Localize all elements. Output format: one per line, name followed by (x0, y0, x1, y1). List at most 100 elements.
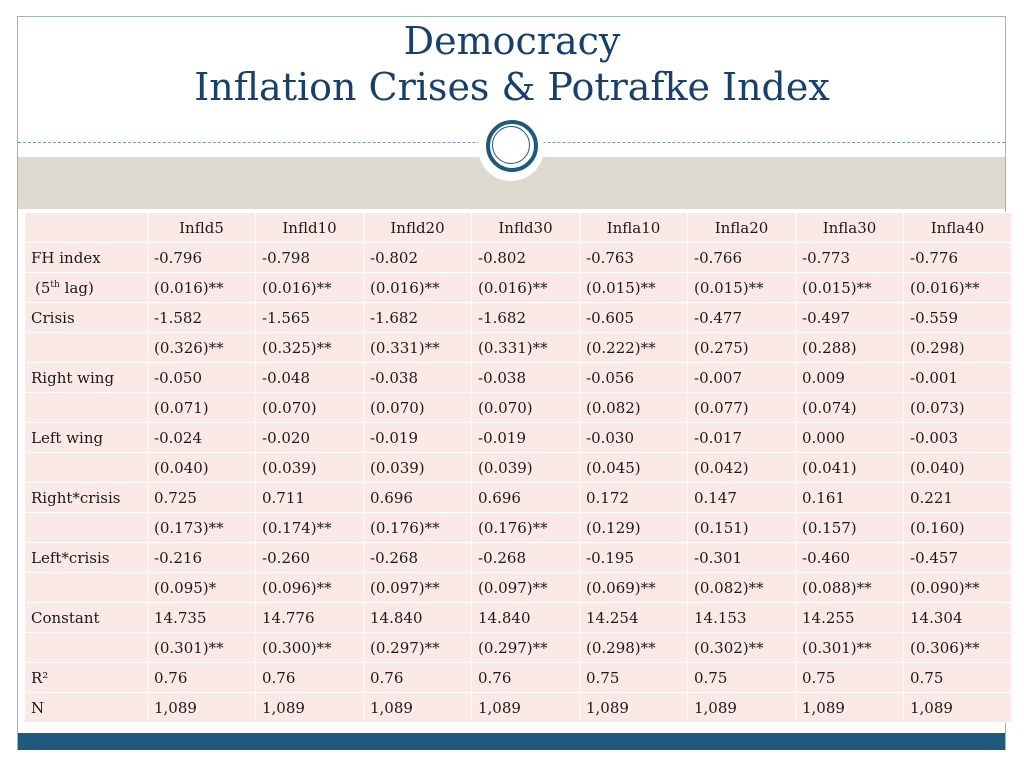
row-label: N (24, 692, 148, 723)
table-cell: -1.565 (255, 302, 364, 333)
bottom-bar (18, 733, 1005, 750)
row-label (24, 632, 148, 663)
table-cell: (0.129) (579, 512, 688, 543)
table-cell: (0.288) (795, 332, 904, 363)
table-cell: 0.000 (795, 422, 904, 453)
table-cell: (0.039) (363, 452, 472, 483)
table-cell: -1.682 (363, 302, 472, 333)
table-cell: -0.019 (471, 422, 580, 453)
row-label: FH index (24, 242, 148, 273)
table-cell: (0.174)** (255, 512, 364, 543)
table-cell: 0.75 (903, 662, 1012, 693)
row-label: Left*crisis (24, 542, 148, 573)
table-cell: (0.095)* (147, 572, 256, 603)
table-cell: -0.001 (903, 362, 1012, 393)
table-cell: (0.041) (795, 452, 904, 483)
table-cell: (0.040) (903, 452, 1012, 483)
table-cell: (0.300)** (255, 632, 364, 663)
table-cell: 0.76 (363, 662, 472, 693)
column-header: Infla30 (795, 212, 904, 243)
column-header: Infld20 (363, 212, 472, 243)
table-row: Right*crisis 0.725 0.711 0.696 0.696 0.172 0.1… (24, 482, 1012, 513)
table-cell: 1,089 (687, 692, 796, 723)
table-cell: 0.147 (687, 482, 796, 513)
table-cell: -0.268 (363, 542, 472, 573)
table-row: N 1,089 1,089 1,089 1,089 1,089 1,089 1,089 1,08… (24, 692, 1012, 723)
table-cell: 14.254 (579, 602, 688, 633)
table-row: (0.301)** (0.300)** (0.297)** (0.297)** (0.2… (24, 632, 1012, 663)
table-cell: -0.802 (363, 242, 472, 273)
table-cell: 1,089 (471, 692, 580, 723)
table-cell: -0.024 (147, 422, 256, 453)
circle-ornament-inner-ring (492, 126, 530, 164)
table-cell: (0.016)** (147, 272, 256, 303)
table-row: (0.326)** (0.325)** (0.331)** (0.331)** (0.2… (24, 332, 1012, 363)
table-cell: (0.326)** (147, 332, 256, 363)
table-row: (0.173)** (0.174)** (0.176)** (0.176)** (0.1… (24, 512, 1012, 543)
table-cell: 14.776 (255, 602, 364, 633)
column-header: Infla20 (687, 212, 796, 243)
column-header: Infld30 (471, 212, 580, 243)
table-cell: -0.268 (471, 542, 580, 573)
table-cell: (0.331)** (363, 332, 472, 363)
table-row: FH index -0.796 -0.798 -0.802 -0.802 -0.763 -0… (24, 242, 1012, 273)
table-cell: (0.173)** (147, 512, 256, 543)
table-row: Left*crisis -0.216 -0.260 -0.268 -0.268 -0.19… (24, 542, 1012, 573)
table-cell: 14.255 (795, 602, 904, 633)
table-cell: -0.477 (687, 302, 796, 333)
table-cell: -0.050 (147, 362, 256, 393)
table-header-row: Infld5 Infld10 Infld20 Infld30 Infla10 Infla2… (24, 212, 1012, 243)
table-cell: (0.275) (687, 332, 796, 363)
table-cell: 1,089 (579, 692, 688, 723)
table-cell: (0.074) (795, 392, 904, 423)
table-cell: (0.298)** (579, 632, 688, 663)
table-cell: (0.331)** (471, 332, 580, 363)
table-cell: -1.582 (147, 302, 256, 333)
row-label (24, 572, 148, 603)
table-cell: 1,089 (795, 692, 904, 723)
table-cell: (0.045) (579, 452, 688, 483)
table-cell: (0.088)** (795, 572, 904, 603)
table-cell: -0.559 (903, 302, 1012, 333)
table-cell: 0.172 (579, 482, 688, 513)
table-cell: (0.042) (687, 452, 796, 483)
table-cell: -0.030 (579, 422, 688, 453)
table-cell: 14.304 (903, 602, 1012, 633)
lag-label-suffix: lag) (59, 278, 94, 297)
table-cell: (0.222)** (579, 332, 688, 363)
table-row: Constant 14.735 14.776 14.840 14.840 14.254 14… (24, 602, 1012, 633)
table-cell: -0.763 (579, 242, 688, 273)
table-row: R² 0.76 0.76 0.76 0.76 0.75 0.75 0.75 0.75 (24, 662, 1012, 693)
table-cell: (0.070) (471, 392, 580, 423)
title-line-2: Inflation Crises & Potrafke Index (194, 65, 830, 109)
lag-label-prefix: (5 (35, 278, 51, 297)
table-cell: -0.460 (795, 542, 904, 573)
table-cell: (0.016)** (255, 272, 364, 303)
table-cell: (0.082)** (687, 572, 796, 603)
table-row: Crisis -1.582 -1.565 -1.682 -1.682 -0.605 -0.4… (24, 302, 1012, 333)
table-cell: 14.840 (363, 602, 472, 633)
table-cell: 0.76 (471, 662, 580, 693)
table-cell: -0.776 (903, 242, 1012, 273)
column-header: Infla10 (579, 212, 688, 243)
table-cell: (0.082) (579, 392, 688, 423)
table-cell: -0.003 (903, 422, 1012, 453)
row-label (24, 392, 148, 423)
title-line-1: Democracy (403, 19, 621, 63)
table-cell: 0.221 (903, 482, 1012, 513)
table-cell: (0.015)** (687, 272, 796, 303)
table-cell: -0.773 (795, 242, 904, 273)
table-cell: -0.020 (255, 422, 364, 453)
table-cell: 1,089 (255, 692, 364, 723)
table-cell: 1,089 (903, 692, 1012, 723)
table-cell: 0.696 (471, 482, 580, 513)
table-cell: (0.157) (795, 512, 904, 543)
table-cell: 0.725 (147, 482, 256, 513)
table-cell: (0.069)** (579, 572, 688, 603)
table-row: Left wing -0.024 -0.020 -0.019 -0.019 -0.030-… (24, 422, 1012, 453)
table-cell: 1,089 (363, 692, 472, 723)
row-label: Constant (24, 602, 148, 633)
table-cell: (0.097)** (363, 572, 472, 603)
table-cell: -0.497 (795, 302, 904, 333)
table-cell: (0.016)** (363, 272, 472, 303)
